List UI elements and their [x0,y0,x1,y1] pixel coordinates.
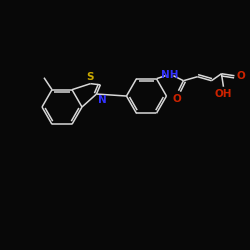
Text: N: N [98,95,107,105]
Text: O: O [172,94,181,104]
Text: O: O [236,71,245,81]
Text: S: S [87,72,94,82]
Text: OH: OH [215,89,232,99]
Text: NH: NH [161,70,178,80]
